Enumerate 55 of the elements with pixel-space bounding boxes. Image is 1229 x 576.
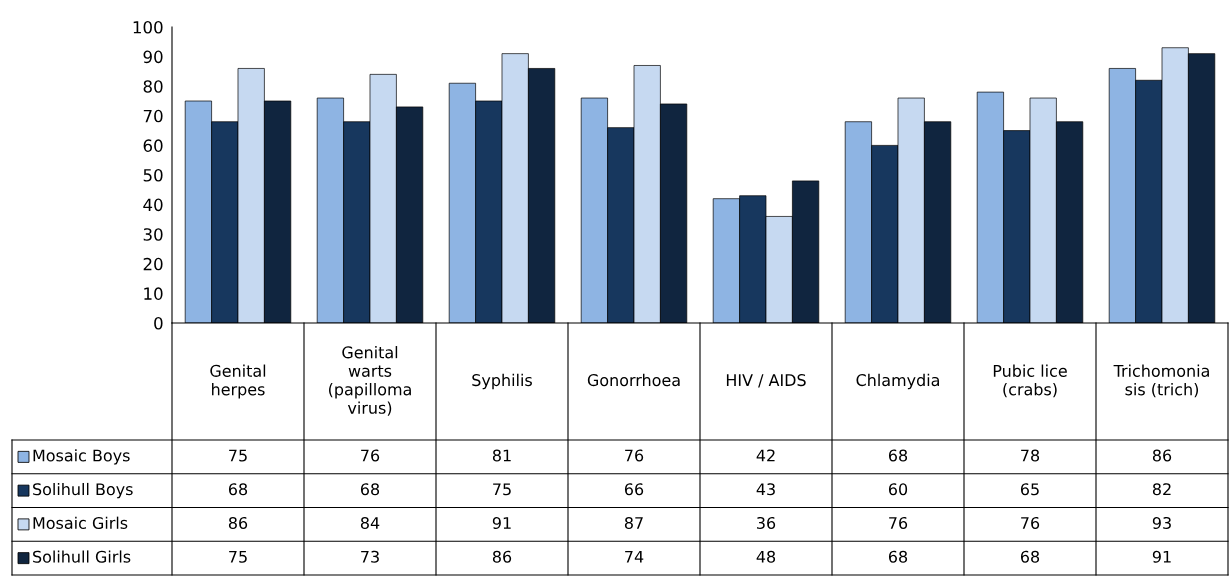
y-tick-label: 70 [143, 109, 163, 123]
data-label: 76 [625, 449, 644, 462]
data-label: 78 [1021, 449, 1040, 462]
data-label: 65 [1020, 483, 1039, 496]
x-tick-label: HIV / AIDS [726, 374, 806, 388]
y-tick-label: 10 [144, 287, 163, 300]
data-label: 68 [1020, 550, 1040, 563]
data-label: 42 [756, 449, 775, 462]
data-label: 76 [889, 516, 908, 530]
x-tick-label: Chlamydia [856, 373, 939, 390]
legend-label: Mosaic Girls [33, 516, 128, 530]
data-label: 73 [361, 550, 379, 563]
x-tick-label: Genital herpes [210, 364, 266, 399]
data-label: 68 [888, 449, 908, 462]
data-label: 68 [228, 483, 248, 496]
data-label: 93 [1152, 516, 1171, 530]
data-label: 43 [756, 483, 775, 496]
y-tick-label: 20 [143, 257, 163, 271]
y-tick-label: 30 [143, 228, 163, 241]
data-label: 82 [1152, 483, 1171, 496]
legend-label: Solihull Girls [33, 550, 131, 563]
y-tick-label: 80 [143, 80, 163, 93]
data-label: 66 [624, 483, 644, 496]
data-label: 86 [492, 550, 512, 563]
x-tick-label: Pubic lice (crabs) [993, 364, 1067, 398]
x-tick-label: Syphilis [472, 373, 532, 390]
y-tick-label: 0 [154, 316, 163, 330]
legend-label: Solihull Boys [33, 482, 133, 499]
data-label: 87 [624, 516, 643, 530]
data-label: 76 [1021, 516, 1040, 530]
data-label: 75 [229, 550, 247, 563]
data-label: 84 [360, 516, 380, 530]
data-label: 86 [1152, 449, 1172, 462]
y-tick-label: 60 [143, 139, 163, 152]
data-label: 91 [492, 516, 511, 530]
data-label: 75 [493, 483, 511, 496]
data-label: 81 [492, 449, 511, 462]
x-tick-label: Trichomoniasis (trich) [1113, 364, 1209, 398]
y-tick-label: 90 [143, 50, 163, 64]
y-tick-label: 50 [143, 168, 163, 182]
data-label: 68 [888, 550, 908, 563]
x-tick-label: Gonorrhoea [587, 373, 680, 387]
data-label: 91 [1152, 550, 1171, 563]
data-label: 76 [361, 449, 380, 462]
y-tick-label: 100 [133, 20, 163, 34]
data-label: 75 [229, 449, 247, 462]
y-tick-label: 40 [143, 198, 163, 212]
legend-label: Mosaic Boys [33, 449, 130, 465]
data-label: 86 [228, 516, 248, 530]
data-label: 36 [757, 516, 776, 530]
x-tick-label: Genital warts (papilloma virus) [329, 346, 411, 416]
data-label: 68 [360, 483, 380, 496]
data-label: 60 [888, 483, 908, 496]
data-label: 48 [756, 550, 776, 563]
data-label: 74 [625, 550, 644, 563]
